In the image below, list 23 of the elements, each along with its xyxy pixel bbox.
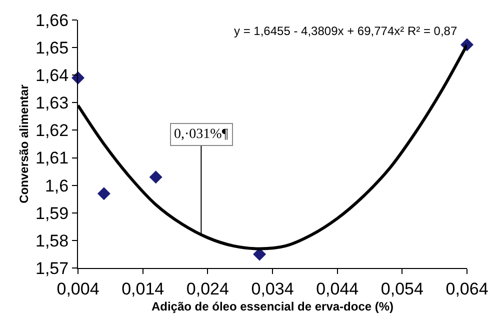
x-tick-label: 0,054 [380,279,424,298]
x-axis-title: Adição de óleo essencial de erva-doce (%) [151,299,394,314]
x-tick-label: 0,004 [56,279,100,298]
y-axis-title: Conversão alimentar [16,84,31,204]
annotation: y = 1,6455 - 4,3809x + 69,774x² R² = 0,87 [234,24,458,38]
x-tick-label: 0,014 [122,279,164,298]
y-tick-label: 1,66 [36,10,69,30]
point [97,187,110,200]
y-tick-label: 1,65 [36,38,69,58]
y-tick-label: 1,63 [36,94,69,113]
y-tick-label: 1,61 [36,148,69,168]
y-tick-label: 1,59 [36,204,69,223]
x-tick-label: 0,064 [446,279,488,298]
y-tick-label: 1,64 [36,66,69,86]
x-tick-label: 0,024 [186,279,229,298]
y-tick-label: 1,57 [36,258,69,278]
y-tick-label: 1,58 [36,231,69,250]
annotation: 0,·031%¶ [174,127,229,142]
x-tick-label: 0,044 [316,279,359,298]
y-tick-label: 1,62 [36,121,69,140]
x-tick-label: 0,034 [251,279,294,298]
y-tick-label: 1,6 [44,176,69,196]
point [149,170,162,184]
